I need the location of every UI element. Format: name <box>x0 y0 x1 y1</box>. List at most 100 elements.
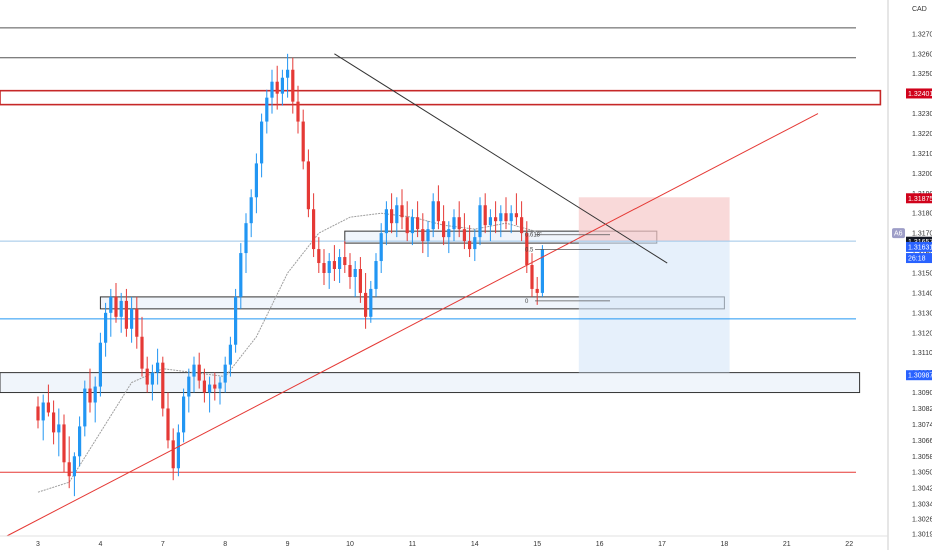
candle[interactable] <box>83 380 87 437</box>
candle[interactable] <box>520 201 524 242</box>
candle[interactable] <box>462 213 466 250</box>
ascending-trendline[interactable] <box>6 113 819 537</box>
candle[interactable] <box>98 332 102 397</box>
candle[interactable] <box>494 201 498 234</box>
candle[interactable] <box>280 69 284 106</box>
candle[interactable] <box>208 376 212 413</box>
candle[interactable] <box>473 229 477 262</box>
candle[interactable] <box>228 336 232 377</box>
candle[interactable] <box>390 193 394 234</box>
candle[interactable] <box>400 189 404 230</box>
candle[interactable] <box>426 221 430 258</box>
candle[interactable] <box>530 253 534 297</box>
candle[interactable] <box>436 185 440 230</box>
candle[interactable] <box>119 292 123 333</box>
candle[interactable] <box>88 368 92 413</box>
candle[interactable] <box>457 201 461 238</box>
candle[interactable] <box>343 241 347 273</box>
candle[interactable] <box>384 201 388 246</box>
candle[interactable] <box>202 368 206 403</box>
candle[interactable] <box>52 400 56 445</box>
candle[interactable] <box>301 109 305 170</box>
lower-support-zone[interactable] <box>0 372 861 394</box>
candle[interactable] <box>140 316 144 377</box>
candle[interactable] <box>535 276 539 305</box>
candle[interactable] <box>192 356 196 393</box>
candle[interactable] <box>213 372 217 401</box>
candle[interactable] <box>36 396 40 429</box>
candle[interactable] <box>93 376 97 423</box>
candle[interactable] <box>447 221 451 254</box>
resistance-zone[interactable] <box>0 89 882 106</box>
candle[interactable] <box>332 245 336 281</box>
candle[interactable] <box>317 237 321 273</box>
candle[interactable] <box>254 153 258 214</box>
candle[interactable] <box>525 221 529 273</box>
candle[interactable] <box>416 201 420 238</box>
candle[interactable] <box>187 368 191 413</box>
candle[interactable] <box>150 364 154 401</box>
candle[interactable] <box>260 113 264 178</box>
candle[interactable] <box>322 249 326 285</box>
candle[interactable] <box>286 53 290 98</box>
candle[interactable] <box>499 205 503 238</box>
candle[interactable] <box>270 69 274 114</box>
candle[interactable] <box>514 193 518 226</box>
candle[interactable] <box>296 85 300 134</box>
candle[interactable] <box>327 253 331 289</box>
candle[interactable] <box>358 257 362 303</box>
candle[interactable] <box>166 392 170 449</box>
candle[interactable] <box>239 243 243 309</box>
candle[interactable] <box>369 280 373 323</box>
candle[interactable] <box>249 189 253 238</box>
candle[interactable] <box>488 209 492 242</box>
candle[interactable] <box>109 288 113 337</box>
candle[interactable] <box>405 201 409 242</box>
candle[interactable] <box>41 394 45 441</box>
candle[interactable] <box>478 197 482 246</box>
candle[interactable] <box>182 388 186 443</box>
candle[interactable] <box>431 193 435 238</box>
candle[interactable] <box>504 197 508 230</box>
candle[interactable] <box>275 65 279 110</box>
candle[interactable] <box>67 436 71 489</box>
candle[interactable] <box>364 272 368 329</box>
candle[interactable] <box>176 424 180 477</box>
candle[interactable] <box>468 225 472 258</box>
candle[interactable] <box>114 282 118 323</box>
candle[interactable] <box>145 356 149 393</box>
candle[interactable] <box>348 253 352 289</box>
candle[interactable] <box>161 356 165 417</box>
candle[interactable] <box>130 296 134 343</box>
candle[interactable] <box>395 197 399 238</box>
candle[interactable] <box>156 348 160 385</box>
candle[interactable] <box>442 205 446 246</box>
candle[interactable] <box>62 414 66 473</box>
candle[interactable] <box>483 193 487 234</box>
candle[interactable] <box>218 376 222 405</box>
candle[interactable] <box>509 205 513 234</box>
candle[interactable] <box>312 193 316 258</box>
candle[interactable] <box>291 57 295 114</box>
candle[interactable] <box>234 288 238 353</box>
candle[interactable] <box>124 288 128 337</box>
candle[interactable] <box>410 209 414 246</box>
stop-loss-area[interactable] <box>578 197 730 242</box>
descending-trendline[interactable] <box>334 53 668 264</box>
candle[interactable] <box>57 408 61 457</box>
candle[interactable] <box>338 249 342 283</box>
candle[interactable] <box>306 149 310 218</box>
candle[interactable] <box>171 428 175 481</box>
candle[interactable] <box>452 209 456 242</box>
candle[interactable] <box>46 384 50 417</box>
candle[interactable] <box>540 245 544 297</box>
candle[interactable] <box>197 352 201 389</box>
candle[interactable] <box>104 302 108 357</box>
candle[interactable] <box>353 261 357 297</box>
candle[interactable] <box>72 452 76 497</box>
candle[interactable] <box>223 356 227 393</box>
candle[interactable] <box>379 223 383 273</box>
candle[interactable] <box>421 213 425 254</box>
